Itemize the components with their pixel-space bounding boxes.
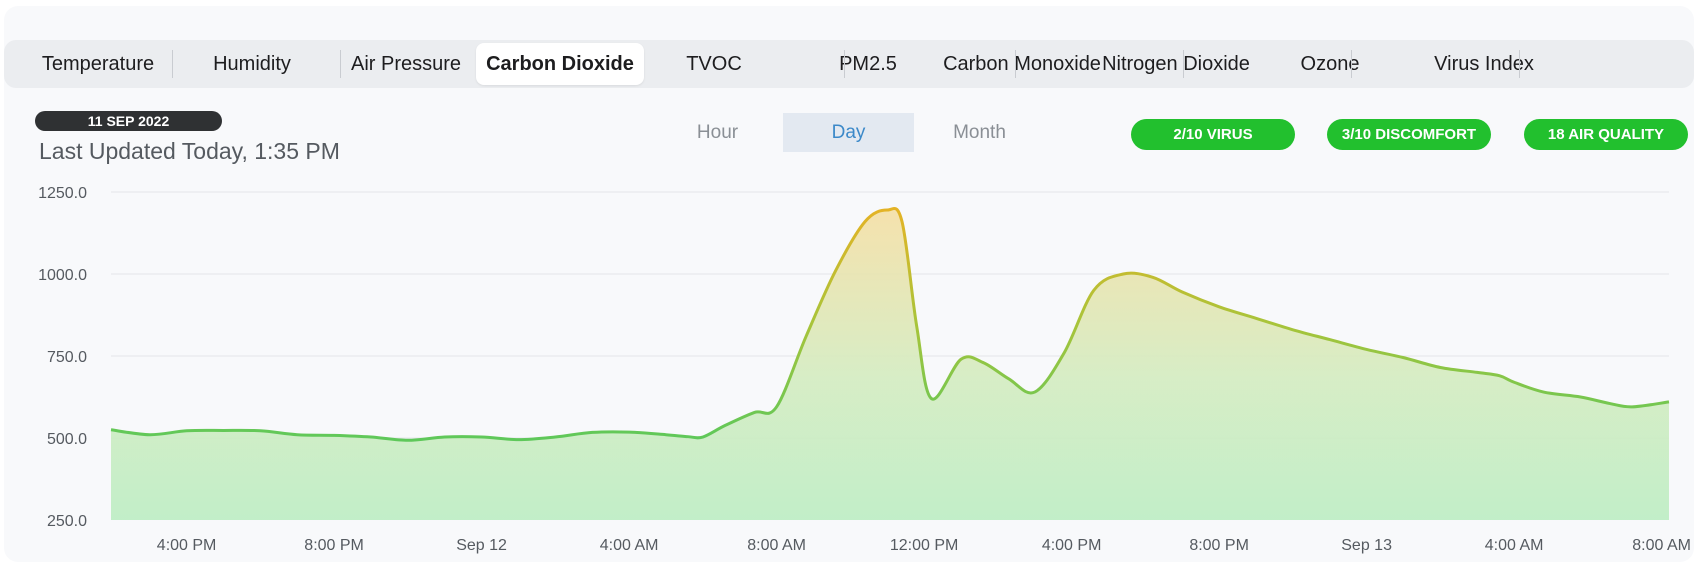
x-tick-label: 4:00 AM: [600, 537, 659, 554]
last-updated-text: Last Updated Today, 1:35 PM: [39, 138, 340, 164]
x-tick-label: 8:00 AM: [747, 537, 806, 554]
y-tick-label: 750.0: [47, 349, 87, 366]
tab-virus-index[interactable]: Virus Index: [1434, 52, 1534, 75]
tab-carbon-monoxide[interactable]: Carbon Monoxide: [943, 52, 1101, 75]
co2-area-fill: [111, 208, 1669, 520]
tab-temperature[interactable]: Temperature: [41, 52, 155, 75]
y-tick-label: 250.0: [47, 513, 87, 530]
x-tick-label: Sep 13: [1341, 537, 1392, 554]
x-tick-label: 8:00 PM: [304, 537, 364, 554]
tab-divider: [1351, 50, 1352, 78]
tab-air-pressure[interactable]: Air Pressure: [350, 52, 462, 75]
discomfort-badge: 3/10 DISCOMFORT: [1327, 119, 1491, 150]
tab-divider: [1183, 50, 1184, 78]
virus-badge: 2/10 VIRUS: [1131, 119, 1295, 150]
tab-carbon-dioxide[interactable]: Carbon Dioxide: [476, 43, 644, 85]
tab-ozone[interactable]: Ozone: [1300, 52, 1360, 75]
x-tick-label: 4:00 PM: [1042, 537, 1102, 554]
x-tick-label: 8:00 PM: [1189, 537, 1249, 554]
tab-nitrogen-dioxide[interactable]: Nitrogen Dioxide: [1102, 52, 1250, 75]
tab-divider: [1519, 50, 1520, 78]
range-month-button[interactable]: Month: [953, 121, 1006, 143]
tab-divider: [340, 50, 341, 78]
range-hour-button[interactable]: Hour: [696, 121, 739, 143]
tab-divider: [1015, 50, 1016, 78]
range-day-button[interactable]: Day: [783, 113, 914, 152]
tab-humidity[interactable]: Humidity: [213, 52, 291, 75]
date-badge: 11 SEP 2022: [35, 111, 222, 131]
tab-pm25[interactable]: PM2.5: [839, 52, 897, 75]
x-tick-label: 12:00 PM: [890, 537, 958, 554]
co2-series-line: [110, 207, 1670, 442]
air-quality-badge: 18 AIR QUALITY: [1524, 119, 1688, 150]
metric-tab-bar: Temperature Humidity Air Pressure Carbon…: [4, 40, 1694, 88]
x-tick-label: 8:00 AM: [1632, 537, 1691, 554]
y-tick-label: 1250.0: [38, 185, 87, 202]
tab-divider: [172, 50, 173, 78]
y-tick-label: 1000.0: [38, 267, 87, 284]
tab-tvoc[interactable]: TVOC: [686, 52, 742, 75]
x-tick-label: 4:00 AM: [1485, 537, 1544, 554]
x-tick-label: Sep 12: [456, 537, 507, 554]
y-tick-label: 500.0: [47, 431, 87, 448]
tab-divider: [844, 50, 845, 78]
x-tick-label: 4:00 PM: [157, 537, 217, 554]
